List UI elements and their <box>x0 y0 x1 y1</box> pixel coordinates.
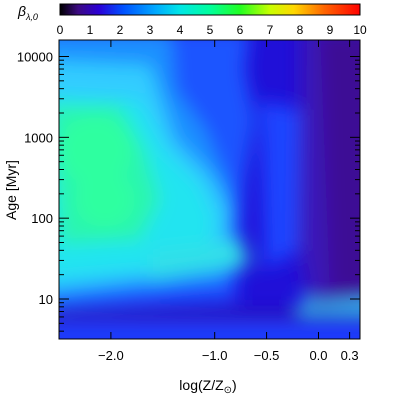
x-tick-label: −1.0 <box>202 348 228 363</box>
colorbar-tick-label: 4 <box>177 23 184 37</box>
x-axis-label: log(Z/Z⊙) <box>179 377 236 396</box>
x-axis: −2.0 −1.0 −0.5 0.0 0.3 <box>98 40 359 363</box>
colorbar-tick-label: 10 <box>353 23 367 37</box>
colorbar-tick-label: 7 <box>267 23 274 37</box>
y-tick-label: 1000 <box>24 130 53 145</box>
colorbar-tick-label: 0 <box>57 23 64 37</box>
y-tick-label: 10 <box>39 292 53 307</box>
colorbar-tick-label: 9 <box>327 23 334 37</box>
y-tick-label: 100 <box>31 211 53 226</box>
y-tick-label: 10000 <box>17 49 53 64</box>
colorbar-label: βλ,0 <box>17 3 38 22</box>
colorbar-ticks: 0 1 2 3 4 5 6 7 8 9 10 <box>57 23 367 37</box>
colorbar-tick-label: 6 <box>237 23 244 37</box>
colorbar-tick-label: 5 <box>207 23 214 37</box>
x-tick-label: −0.5 <box>254 348 280 363</box>
colorbar: βλ,0 0 1 2 3 4 5 6 7 8 9 10 <box>17 3 367 37</box>
plot-frame <box>58 39 361 340</box>
colorbar-tick-label: 3 <box>147 23 154 37</box>
colorbar-tick-label: 8 <box>297 23 304 37</box>
colorbar-tick-label: 1 <box>87 23 94 37</box>
y-axis: 10 100 1000 10000 <box>17 49 360 332</box>
x-tick-label: −2.0 <box>98 348 124 363</box>
y-axis-label: Age [Myr] <box>3 160 19 220</box>
colorbar-tick-label: 2 <box>117 23 124 37</box>
heatmap <box>59 40 360 339</box>
x-tick-label: 0.3 <box>341 348 359 363</box>
x-tick-label: 0.0 <box>309 348 327 363</box>
colorbar-gradient <box>59 3 361 16</box>
